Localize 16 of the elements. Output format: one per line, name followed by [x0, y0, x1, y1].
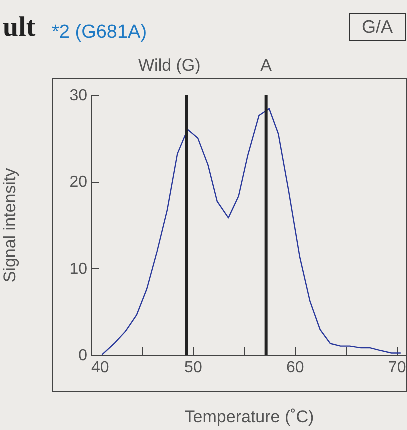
y-tick-label: 10	[70, 260, 88, 278]
text: G/A	[349, 13, 406, 41]
x-tick-label: 40	[92, 360, 110, 376]
x-tick-label: 50	[184, 360, 202, 376]
ref-line-label: Wild (G)	[138, 56, 201, 75]
chart-title: *2 (G681A)	[52, 22, 148, 44]
x-axis-title: Temperature (˚C)	[184, 408, 314, 426]
y-axis-title: Signal intensity	[0, 168, 20, 283]
text: ult	[3, 12, 36, 44]
line-series	[102, 108, 402, 355]
y-tick-label: 30	[70, 88, 88, 104]
x-tick-label: 70	[388, 360, 406, 376]
ref-line-label: A	[260, 56, 273, 75]
x-tick-label: 60	[286, 360, 304, 376]
y-tick-label: 0	[78, 348, 88, 364]
y-tick-label: 20	[70, 174, 88, 192]
